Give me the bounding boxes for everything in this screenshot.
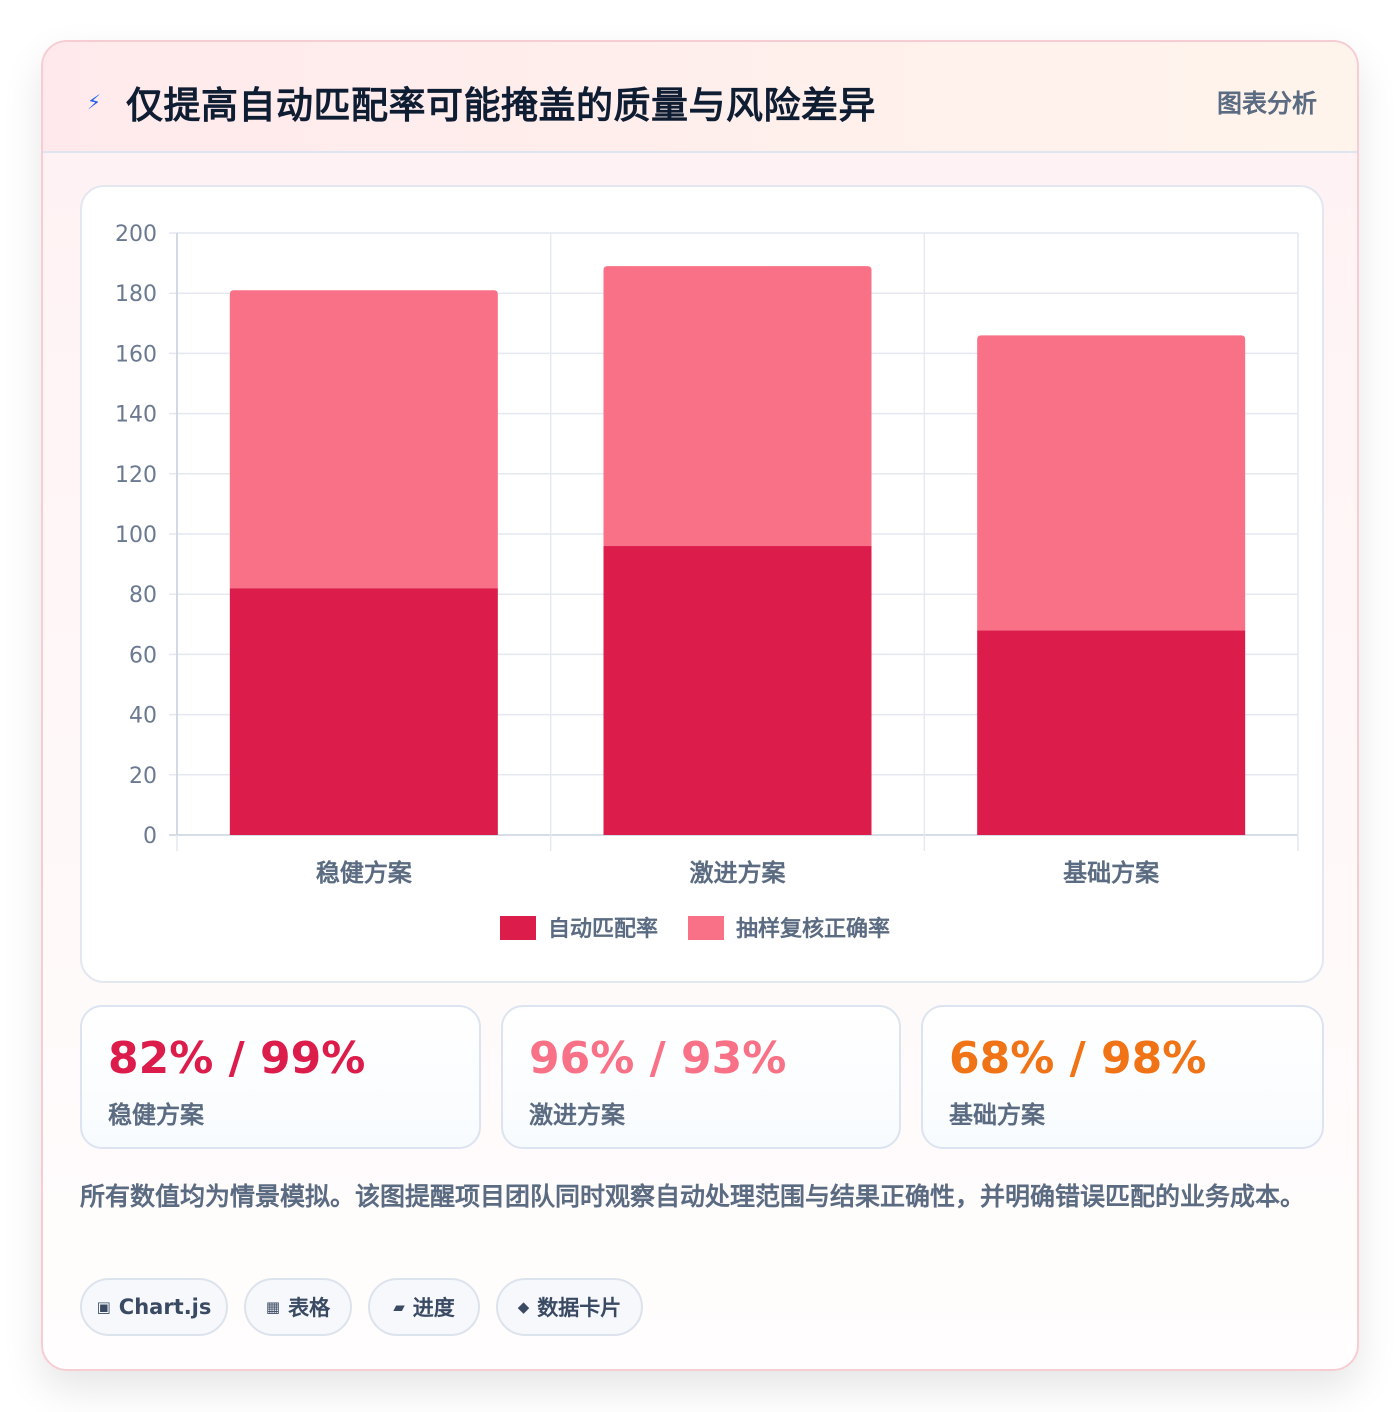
y-tick-label: 40 — [129, 704, 157, 729]
chip-label: 表格 — [288, 1296, 331, 1320]
bolt-icon: ⚡ — [87, 90, 102, 114]
chip-label: 数据卡片 — [537, 1296, 622, 1320]
y-tick-label: 0 — [143, 824, 157, 849]
y-tick-label: 180 — [115, 282, 157, 307]
chart-icon: ▣ — [96, 1298, 111, 1316]
legend-label: 抽样复核正确率 — [736, 916, 890, 942]
chip-progress[interactable]: ▰ 进度 — [368, 1278, 480, 1336]
progress-icon: ▰ — [393, 1298, 405, 1316]
y-tick-label: 140 — [115, 403, 157, 428]
stat-value: 68% / 98% — [949, 1033, 1207, 1084]
legend-label: 自动匹配率 — [548, 916, 658, 942]
legend-swatch — [688, 916, 724, 940]
x-tick-label: 稳健方案 — [316, 859, 413, 887]
bar-segment — [603, 266, 872, 547]
stat-value: 96% / 93% — [529, 1033, 787, 1084]
bar-segment — [229, 588, 498, 835]
y-tick-label: 80 — [129, 583, 157, 608]
chip-label: Chart.js — [118, 1295, 212, 1319]
chart-card: ⚡ 仅提高自动匹配率可能掩盖的质量与风险差异 图表分析 0 20 40 60 80 100… — [41, 40, 1359, 1371]
stat-value: 82% / 99% — [108, 1033, 366, 1084]
y-tick-label: 120 — [115, 463, 157, 488]
card-header: ⚡ 仅提高自动匹配率可能掩盖的质量与风险差异 图表分析 — [43, 42, 1357, 153]
bar-segment — [977, 630, 1246, 835]
legend-swatch — [500, 916, 536, 940]
y-tick-label: 20 — [129, 764, 157, 789]
y-tick-label: 200 — [115, 222, 157, 247]
bar-segment — [977, 335, 1246, 631]
chip-data-card[interactable]: ◆ 数据卡片 — [496, 1278, 643, 1336]
page-title: 仅提高自动匹配率可能掩盖的质量与风险差异 — [126, 84, 876, 127]
stat-card-basic: 68% / 98% 基础方案 — [921, 1005, 1324, 1149]
chip-table[interactable]: ▦ 表格 — [244, 1278, 352, 1336]
x-tick-label: 激进方案 — [690, 859, 787, 887]
chip-chartjs[interactable]: ▣ Chart.js — [80, 1278, 228, 1336]
stacked-bar-chart: 0 20 40 60 80 100 120 140 160 180 200 稳健方案 激进方案 基础方案自… — [115, 222, 1299, 942]
x-tick-label: 基础方案 — [1063, 859, 1160, 887]
stat-card-aggressive: 96% / 93% 激进方案 — [501, 1005, 901, 1149]
y-tick-label: 100 — [115, 523, 157, 548]
stat-label: 激进方案 — [529, 1101, 625, 1129]
chart-analysis-tag: 图表分析 — [1216, 89, 1317, 118]
chart-panel: 0 20 40 60 80 100 120 140 160 180 200 稳健方案 激进方案 基础方案自… — [80, 185, 1324, 983]
bar-segment — [229, 290, 498, 589]
stat-label: 稳健方案 — [108, 1101, 204, 1129]
stat-label: 基础方案 — [949, 1101, 1045, 1129]
footnote: 所有数值均为情景模拟。该图提醒项目团队同时观察自动处理范围与结果正确性，并明确错… — [80, 1182, 1306, 1211]
bar-segment — [603, 546, 872, 835]
data-card-icon: ◆ — [517, 1298, 530, 1316]
stat-card-stable: 82% / 99% 稳健方案 — [80, 1005, 481, 1149]
y-tick-label: 160 — [115, 342, 157, 367]
chip-label: 进度 — [412, 1296, 455, 1320]
y-tick-label: 60 — [129, 643, 157, 668]
table-icon: ▦ — [265, 1298, 281, 1316]
